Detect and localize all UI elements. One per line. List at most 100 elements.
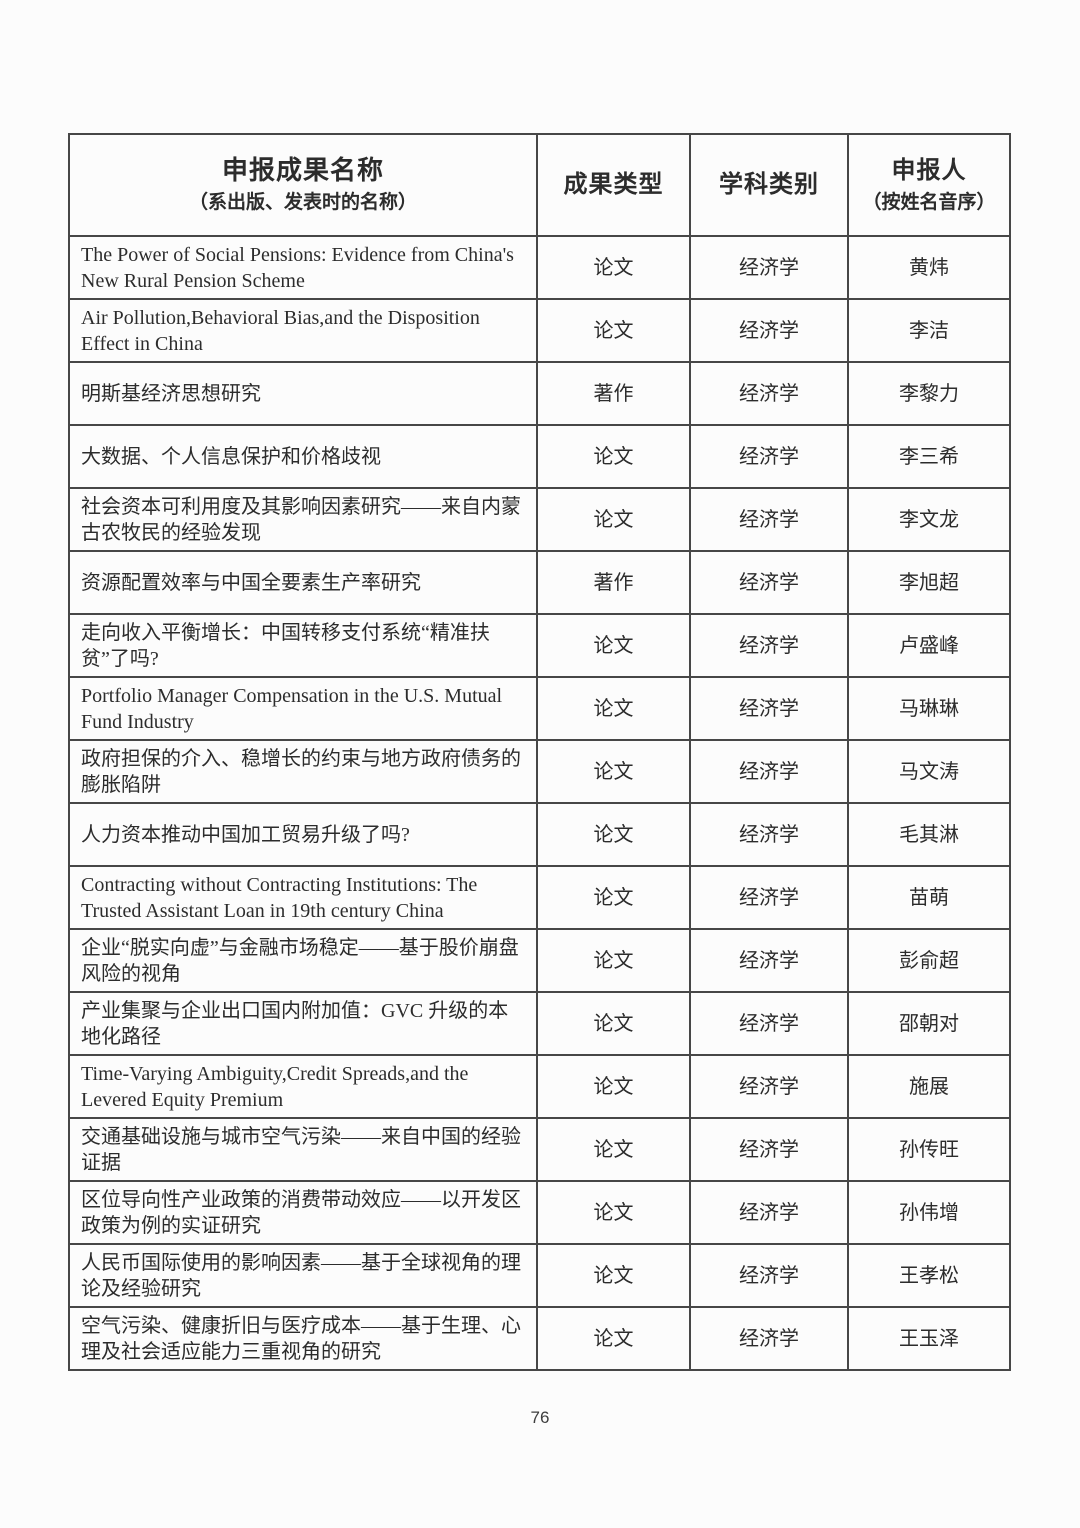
result-type-cell: 论文 bbox=[536, 1117, 691, 1182]
result-type-cell: 论文 bbox=[536, 1243, 691, 1308]
result-type-cell: 论文 bbox=[536, 991, 691, 1056]
table-header: 申报成果名称 （系出版、发表时的名称） 成果类型 学科类别 申报人 （按姓名音序… bbox=[68, 133, 1011, 237]
col-header-applicant-subtitle: （按姓名音序） bbox=[862, 191, 996, 213]
table-header-row: 申报成果名称 （系出版、发表时的名称） 成果类型 学科类别 申报人 （按姓名音序… bbox=[68, 133, 1011, 237]
applicant-cell: 李文龙 bbox=[847, 487, 1011, 552]
result-type-cell: 论文 bbox=[536, 739, 691, 804]
result-name-cell: Contracting without Contracting Institut… bbox=[68, 865, 538, 930]
table-row: 大数据、个人信息保护和价格歧视 论文 经济学 李三希 bbox=[68, 424, 1011, 489]
applicant-cell: 彭俞超 bbox=[847, 928, 1011, 993]
applicant-cell: 李三希 bbox=[847, 424, 1011, 489]
table-row: 产业集聚与企业出口国内附加值：GVC 升级的本地化路径 论文 经济学 邵朝对 bbox=[68, 991, 1011, 1056]
discipline-cell: 经济学 bbox=[689, 676, 849, 741]
discipline-cell: 经济学 bbox=[689, 424, 849, 489]
result-type-cell: 著作 bbox=[536, 550, 691, 615]
table-row: 政府担保的介入、稳增长的约束与地方政府债务的膨胀陷阱 论文 经济学 马文涛 bbox=[68, 739, 1011, 804]
result-type-cell: 论文 bbox=[536, 487, 691, 552]
result-type-cell: 著作 bbox=[536, 361, 691, 426]
result-name-cell: 资源配置效率与中国全要素生产率研究 bbox=[68, 550, 538, 615]
table-row: 明斯基经济思想研究 著作 经济学 李黎力 bbox=[68, 361, 1011, 426]
result-name-cell: 社会资本可利用度及其影响因素研究——来自内蒙古农牧民的经验发现 bbox=[68, 487, 538, 552]
result-name-cell: 人力资本推动中国加工贸易升级了吗? bbox=[68, 802, 538, 867]
col-header-result-name: 申报成果名称 （系出版、发表时的名称） bbox=[68, 133, 538, 237]
table-row: 走向收入平衡增长：中国转移支付系统“精准扶贫”了吗? 论文 经济学 卢盛峰 bbox=[68, 613, 1011, 678]
applicant-cell: 卢盛峰 bbox=[847, 613, 1011, 678]
discipline-cell: 经济学 bbox=[689, 613, 849, 678]
result-name-cell: Air Pollution,Behavioral Bias,and the Di… bbox=[68, 298, 538, 363]
result-name-cell: 明斯基经济思想研究 bbox=[68, 361, 538, 426]
document-page: 申报成果名称 （系出版、发表时的名称） 成果类型 学科类别 申报人 （按姓名音序… bbox=[68, 133, 1011, 1371]
result-type-cell: 论文 bbox=[536, 865, 691, 930]
col-header-result-name-subtitle: （系出版、发表时的名称） bbox=[188, 191, 417, 213]
col-header-applicant-title: 申报人 bbox=[891, 157, 967, 184]
table-row: 交通基础设施与城市空气污染——来自中国的经验证据 论文 经济学 孙传旺 bbox=[68, 1117, 1011, 1182]
result-name-cell: 企业“脱实向虚”与金融市场稳定——基于股价崩盘风险的视角 bbox=[68, 928, 538, 993]
applicant-cell: 李洁 bbox=[847, 298, 1011, 363]
discipline-cell: 经济学 bbox=[689, 361, 849, 426]
result-type-cell: 论文 bbox=[536, 1054, 691, 1119]
col-header-discipline: 学科类别 bbox=[689, 133, 849, 237]
discipline-cell: 经济学 bbox=[689, 1180, 849, 1245]
applicant-cell: 李黎力 bbox=[847, 361, 1011, 426]
discipline-cell: 经济学 bbox=[689, 991, 849, 1056]
result-name-cell: 政府担保的介入、稳增长的约束与地方政府债务的膨胀陷阱 bbox=[68, 739, 538, 804]
table-row: Portfolio Manager Compensation in the U.… bbox=[68, 676, 1011, 741]
result-type-cell: 论文 bbox=[536, 802, 691, 867]
result-type-cell: 论文 bbox=[536, 928, 691, 993]
table-row: Time-Varying Ambiguity,Credit Spreads,an… bbox=[68, 1054, 1011, 1119]
result-name-cell: 走向收入平衡增长：中国转移支付系统“精准扶贫”了吗? bbox=[68, 613, 538, 678]
result-name-cell: 区位导向性产业政策的消费带动效应——以开发区政策为例的实证研究 bbox=[68, 1180, 538, 1245]
col-header-result-type-title: 成果类型 bbox=[563, 172, 664, 198]
discipline-cell: 经济学 bbox=[689, 298, 849, 363]
table-row: 社会资本可利用度及其影响因素研究——来自内蒙古农牧民的经验发现 论文 经济学 李… bbox=[68, 487, 1011, 552]
applicant-cell: 马琳琳 bbox=[847, 676, 1011, 741]
col-header-result-type: 成果类型 bbox=[536, 133, 691, 237]
table-row: 空气污染、健康折旧与医疗成本——基于生理、心理及社会适应能力三重视角的研究 论文… bbox=[68, 1306, 1011, 1371]
applicant-cell: 黄炜 bbox=[847, 235, 1011, 300]
result-name-cell: Portfolio Manager Compensation in the U.… bbox=[68, 676, 538, 741]
table-row: 人力资本推动中国加工贸易升级了吗? 论文 经济学 毛其淋 bbox=[68, 802, 1011, 867]
col-header-discipline-title: 学科类别 bbox=[719, 172, 819, 198]
table-row: 区位导向性产业政策的消费带动效应——以开发区政策为例的实证研究 论文 经济学 孙… bbox=[68, 1180, 1011, 1245]
applicant-cell: 王孝松 bbox=[847, 1243, 1011, 1308]
col-header-result-name-title: 申报成果名称 bbox=[221, 155, 384, 185]
result-type-cell: 论文 bbox=[536, 676, 691, 741]
applicant-cell: 马文涛 bbox=[847, 739, 1011, 804]
discipline-cell: 经济学 bbox=[689, 1243, 849, 1308]
discipline-cell: 经济学 bbox=[689, 1054, 849, 1119]
result-name-cell: 人民币国际使用的影响因素——基于全球视角的理论及经验研究 bbox=[68, 1243, 538, 1308]
result-type-cell: 论文 bbox=[536, 1306, 691, 1371]
result-type-cell: 论文 bbox=[536, 235, 691, 300]
result-name-cell: The Power of Social Pensions: Evidence f… bbox=[68, 235, 538, 300]
result-name-cell: 产业集聚与企业出口国内附加值：GVC 升级的本地化路径 bbox=[68, 991, 538, 1056]
applicant-cell: 苗萌 bbox=[847, 865, 1011, 930]
result-type-cell: 论文 bbox=[536, 424, 691, 489]
table-body: The Power of Social Pensions: Evidence f… bbox=[68, 235, 1011, 1371]
table-row: 资源配置效率与中国全要素生产率研究 著作 经济学 李旭超 bbox=[68, 550, 1011, 615]
applicant-cell: 孙传旺 bbox=[847, 1117, 1011, 1182]
result-type-cell: 论文 bbox=[536, 613, 691, 678]
col-header-applicant: 申报人 （按姓名音序） bbox=[847, 133, 1011, 237]
discipline-cell: 经济学 bbox=[689, 487, 849, 552]
discipline-cell: 经济学 bbox=[689, 802, 849, 867]
result-name-cell: 大数据、个人信息保护和价格歧视 bbox=[68, 424, 538, 489]
discipline-cell: 经济学 bbox=[689, 235, 849, 300]
discipline-cell: 经济学 bbox=[689, 550, 849, 615]
applicant-cell: 王玉泽 bbox=[847, 1306, 1011, 1371]
applicant-cell: 邵朝对 bbox=[847, 991, 1011, 1056]
table-row: 企业“脱实向虚”与金融市场稳定——基于股价崩盘风险的视角 论文 经济学 彭俞超 bbox=[68, 928, 1011, 993]
result-name-cell: Time-Varying Ambiguity,Credit Spreads,an… bbox=[68, 1054, 538, 1119]
discipline-cell: 经济学 bbox=[689, 928, 849, 993]
table-row: 人民币国际使用的影响因素——基于全球视角的理论及经验研究 论文 经济学 王孝松 bbox=[68, 1243, 1011, 1308]
page-number: 76 bbox=[530, 1408, 550, 1427]
table-row: The Power of Social Pensions: Evidence f… bbox=[68, 235, 1011, 300]
result-type-cell: 论文 bbox=[536, 298, 691, 363]
table-row: Contracting without Contracting Institut… bbox=[68, 865, 1011, 930]
applicant-cell: 施展 bbox=[847, 1054, 1011, 1119]
discipline-cell: 经济学 bbox=[689, 739, 849, 804]
results-table: 申报成果名称 （系出版、发表时的名称） 成果类型 学科类别 申报人 （按姓名音序… bbox=[68, 133, 1011, 1371]
result-type-cell: 论文 bbox=[536, 1180, 691, 1245]
discipline-cell: 经济学 bbox=[689, 1306, 849, 1371]
applicant-cell: 毛其淋 bbox=[847, 802, 1011, 867]
applicant-cell: 孙伟增 bbox=[847, 1180, 1011, 1245]
